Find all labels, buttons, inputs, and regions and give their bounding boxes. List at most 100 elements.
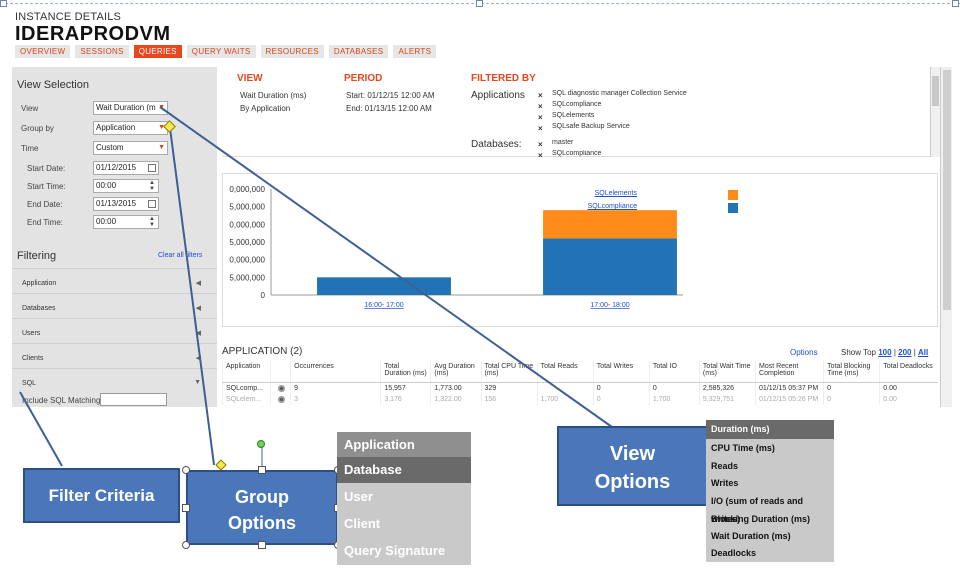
time-label: Time bbox=[21, 144, 39, 153]
spinner-icon[interactable]: ▲ ▼ bbox=[149, 180, 155, 192]
column-header[interactable]: Most Recent Completion bbox=[755, 361, 824, 383]
resize-handle[interactable] bbox=[258, 466, 266, 474]
show-top-100-link[interactable]: 100 bbox=[878, 348, 892, 357]
filter-criteria-callout[interactable]: Filter Criteria bbox=[23, 468, 180, 523]
column-header[interactable]: Total Reads bbox=[536, 361, 594, 383]
row-settings-cell[interactable] bbox=[270, 394, 291, 406]
column-header[interactable]: Occurrences bbox=[290, 361, 381, 383]
view-menu-item-blocking-duration[interactable]: Blocking Duration (ms) bbox=[711, 514, 811, 524]
row-settings-cell[interactable] bbox=[270, 382, 291, 394]
filter-section-databases[interactable]: Databases ◀ bbox=[12, 293, 217, 318]
column-header[interactable]: Total Wait Time (ms) bbox=[698, 361, 756, 383]
x-tick-label: 17:00- 18:00 bbox=[590, 302, 629, 309]
legend-label[interactable]: SQLcompliance bbox=[587, 203, 637, 210]
view-options-callout[interactable]: View Options bbox=[557, 426, 708, 506]
column-header[interactable]: Total Deadlocks bbox=[879, 361, 938, 383]
view-menu-item-deadlocks[interactable]: Deadlocks bbox=[711, 548, 757, 558]
view-menu-item-wait-duration[interactable]: Wait Duration (ms) bbox=[711, 531, 791, 541]
options-link[interactable]: Options bbox=[790, 348, 818, 357]
view-connector-line bbox=[159, 106, 613, 428]
tab-databases[interactable]: DATABASES bbox=[328, 45, 389, 58]
view-menu-item-io[interactable]: I/O (sum of reads and writes) bbox=[711, 496, 804, 524]
include-sql-label: Include SQL Matching bbox=[22, 396, 101, 405]
filter-section-label: Application bbox=[22, 280, 57, 287]
column-header[interactable]: Avg Duration (ms) bbox=[430, 361, 481, 383]
column-header[interactable]: Total Duration (ms) bbox=[380, 361, 431, 383]
frame-handle[interactable] bbox=[476, 0, 483, 7]
resize-handle[interactable] bbox=[182, 504, 190, 512]
application-table-title: APPLICATION (2) bbox=[222, 346, 303, 357]
group-menu-item-user[interactable]: User bbox=[344, 489, 373, 504]
clear-all-filters-link[interactable]: Clear all filters bbox=[158, 252, 203, 259]
tab-alerts[interactable]: ALERTS bbox=[393, 45, 437, 58]
gear-icon[interactable] bbox=[278, 384, 286, 392]
cell: 01/12/15 05:37 PM bbox=[755, 382, 824, 394]
filter-section-clients[interactable]: Clients ◀ bbox=[12, 343, 217, 368]
tab-query-waits[interactable]: QUERY WAITS bbox=[186, 45, 256, 58]
column-header[interactable]: Total Writes bbox=[592, 361, 650, 383]
start-time-input[interactable]: 00:00 ▲ ▼ bbox=[93, 179, 159, 193]
expand-arrow-icon: ◀ bbox=[195, 280, 201, 287]
column-header[interactable]: Total CPU Time (ms) bbox=[480, 361, 538, 383]
end-time-input[interactable]: 00:00 ▲ ▼ bbox=[93, 215, 159, 229]
remove-filter-icon[interactable]: × bbox=[538, 91, 543, 100]
frame-handle[interactable] bbox=[0, 0, 7, 7]
remove-filter-icon[interactable]: × bbox=[538, 102, 543, 111]
summary-scrollbar[interactable] bbox=[930, 67, 940, 157]
frame-handle[interactable] bbox=[952, 0, 959, 7]
group-by-label: Group by bbox=[21, 124, 54, 133]
y-tick-label: 0,000,000 bbox=[229, 185, 265, 194]
remove-filter-icon[interactable]: × bbox=[538, 124, 543, 133]
cell: 3,176 bbox=[380, 394, 431, 406]
cell: 156 bbox=[480, 394, 538, 406]
filter-section-users[interactable]: Users ◀ bbox=[12, 318, 217, 343]
tab-resources[interactable]: RESOURCES bbox=[260, 45, 324, 58]
legend-label[interactable]: SQLelements bbox=[594, 190, 637, 197]
group-menu-item-client[interactable]: Client bbox=[344, 516, 381, 531]
calendar-icon[interactable] bbox=[148, 164, 156, 172]
group-by-select[interactable]: Application ▼ bbox=[93, 121, 168, 135]
rotate-handle[interactable] bbox=[257, 440, 265, 448]
tab-sessions[interactable]: SESSIONS bbox=[75, 45, 129, 58]
end-date-input[interactable]: 01/13/2015 bbox=[93, 197, 159, 211]
group-menu-item-database[interactable]: Database bbox=[337, 457, 471, 483]
column-header[interactable]: Application bbox=[221, 361, 271, 383]
resize-handle[interactable] bbox=[258, 541, 266, 549]
cell: 329 bbox=[480, 382, 538, 394]
start-date-input[interactable]: 01/12/2015 bbox=[93, 161, 159, 175]
table-row[interactable]: SQLelem... 3 3,176 1,322.00 156 1,700 0 … bbox=[221, 394, 938, 406]
group-options-menu: Application Database User Client Query S… bbox=[337, 432, 471, 565]
y-tick-label: 0,000,000 bbox=[229, 256, 265, 265]
filter-section-sql[interactable]: SQL ▼ bbox=[12, 368, 217, 393]
include-sql-input[interactable] bbox=[100, 393, 167, 406]
resize-handle[interactable] bbox=[182, 541, 190, 549]
scrollbar-thumb[interactable] bbox=[943, 70, 951, 310]
view-select[interactable]: Wait Duration (m ▼ bbox=[93, 101, 168, 115]
remove-filter-icon[interactable]: × bbox=[538, 151, 543, 157]
group-options-callout[interactable]: Group Options bbox=[186, 470, 338, 545]
filter-section-application[interactable]: Application ◀ bbox=[12, 268, 217, 293]
remove-filter-icon[interactable]: × bbox=[538, 140, 543, 149]
bar-segment bbox=[543, 238, 677, 295]
column-header[interactable]: Total Blocking Time (ms) bbox=[823, 361, 880, 383]
show-top-all-link[interactable]: All bbox=[918, 348, 929, 357]
view-menu-item-reads[interactable]: Reads bbox=[711, 461, 739, 471]
tab-queries[interactable]: QUERIES bbox=[133, 45, 182, 58]
view-menu-item-duration[interactable]: Duration (ms) bbox=[706, 420, 834, 439]
gear-icon[interactable] bbox=[278, 396, 286, 403]
scrollbar-thumb[interactable] bbox=[932, 76, 939, 106]
remove-filter-icon[interactable]: × bbox=[538, 113, 543, 122]
show-top-200-link[interactable]: 200 bbox=[898, 348, 912, 357]
resize-handle[interactable] bbox=[182, 466, 190, 474]
table-row[interactable]: SQLcomp... 9 15,957 1,773.00 329 0 0 2,5… bbox=[221, 382, 938, 394]
group-menu-item-application[interactable]: Application bbox=[337, 432, 471, 457]
spinner-icon[interactable]: ▲ ▼ bbox=[149, 216, 155, 228]
group-menu-item-query-signature[interactable]: Query Signature bbox=[344, 543, 446, 558]
time-select[interactable]: Custom ▼ bbox=[93, 141, 168, 155]
main-scrollbar[interactable] bbox=[940, 67, 952, 407]
view-menu-item-cpu-time[interactable]: CPU Time (ms) bbox=[711, 443, 775, 453]
tab-overview[interactable]: OVERVIEW bbox=[15, 45, 71, 58]
column-header[interactable]: Total IO bbox=[648, 361, 700, 383]
view-menu-item-writes[interactable]: Writes bbox=[711, 478, 739, 488]
calendar-icon[interactable] bbox=[148, 200, 156, 208]
